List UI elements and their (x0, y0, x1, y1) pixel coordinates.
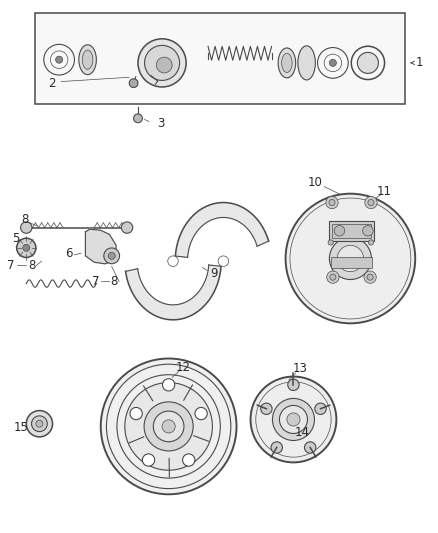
Circle shape (367, 274, 373, 280)
Ellipse shape (282, 53, 292, 72)
Circle shape (145, 45, 180, 80)
Bar (328, 221, 374, 241)
Text: 12: 12 (176, 361, 191, 374)
Text: 1: 1 (416, 56, 424, 69)
Circle shape (288, 379, 299, 391)
Circle shape (17, 238, 36, 257)
Circle shape (329, 59, 336, 67)
Circle shape (364, 271, 376, 284)
Circle shape (162, 378, 175, 391)
Polygon shape (175, 203, 268, 257)
Circle shape (108, 252, 115, 260)
Polygon shape (85, 229, 116, 264)
Circle shape (144, 402, 193, 451)
Circle shape (183, 454, 195, 466)
Circle shape (368, 240, 374, 245)
Circle shape (328, 240, 333, 245)
Ellipse shape (278, 48, 296, 78)
Text: 9: 9 (210, 267, 218, 280)
Circle shape (125, 383, 212, 470)
Circle shape (287, 413, 300, 426)
Text: 14: 14 (295, 426, 310, 439)
Bar (331, 257, 372, 268)
Circle shape (104, 248, 120, 264)
Circle shape (315, 403, 326, 415)
Bar (332, 224, 371, 238)
Circle shape (368, 199, 374, 206)
Circle shape (329, 199, 335, 206)
Circle shape (330, 274, 336, 280)
Circle shape (32, 416, 47, 432)
Bar (35, 13, 405, 104)
Circle shape (279, 406, 307, 433)
Text: 11: 11 (377, 185, 392, 198)
Circle shape (156, 57, 172, 73)
Text: 3: 3 (158, 117, 165, 130)
Text: 5: 5 (12, 232, 19, 245)
Ellipse shape (298, 46, 315, 80)
Circle shape (138, 39, 186, 87)
Circle shape (21, 222, 32, 233)
Circle shape (365, 196, 377, 209)
Circle shape (251, 376, 336, 463)
Circle shape (195, 407, 207, 419)
Circle shape (134, 114, 142, 123)
Ellipse shape (79, 45, 96, 75)
Circle shape (272, 399, 314, 440)
Circle shape (168, 256, 178, 266)
Circle shape (271, 442, 283, 453)
Circle shape (327, 271, 339, 284)
Circle shape (162, 420, 175, 433)
Circle shape (286, 193, 415, 324)
Circle shape (337, 245, 364, 272)
Text: 8: 8 (22, 213, 29, 226)
Circle shape (153, 411, 184, 442)
Text: 15: 15 (14, 421, 28, 434)
Text: 10: 10 (308, 176, 323, 189)
Circle shape (334, 225, 345, 236)
Circle shape (357, 52, 378, 74)
Circle shape (36, 420, 43, 427)
Circle shape (130, 407, 142, 419)
Circle shape (121, 222, 133, 233)
Circle shape (26, 410, 53, 437)
Text: 8: 8 (28, 259, 35, 272)
Text: 2: 2 (48, 77, 56, 90)
Text: 7: 7 (92, 275, 99, 288)
Circle shape (363, 225, 373, 236)
Text: 13: 13 (293, 362, 307, 375)
Text: 6: 6 (65, 247, 73, 260)
Circle shape (326, 196, 338, 209)
Circle shape (261, 403, 272, 415)
Text: 8: 8 (110, 275, 117, 288)
Circle shape (101, 359, 237, 494)
Circle shape (142, 454, 155, 466)
Circle shape (129, 79, 138, 87)
Circle shape (218, 256, 229, 266)
Circle shape (56, 56, 63, 63)
Ellipse shape (82, 50, 93, 69)
Text: 7: 7 (7, 259, 15, 272)
Polygon shape (126, 265, 221, 320)
Circle shape (304, 442, 316, 453)
Circle shape (23, 244, 30, 252)
Circle shape (329, 238, 371, 279)
